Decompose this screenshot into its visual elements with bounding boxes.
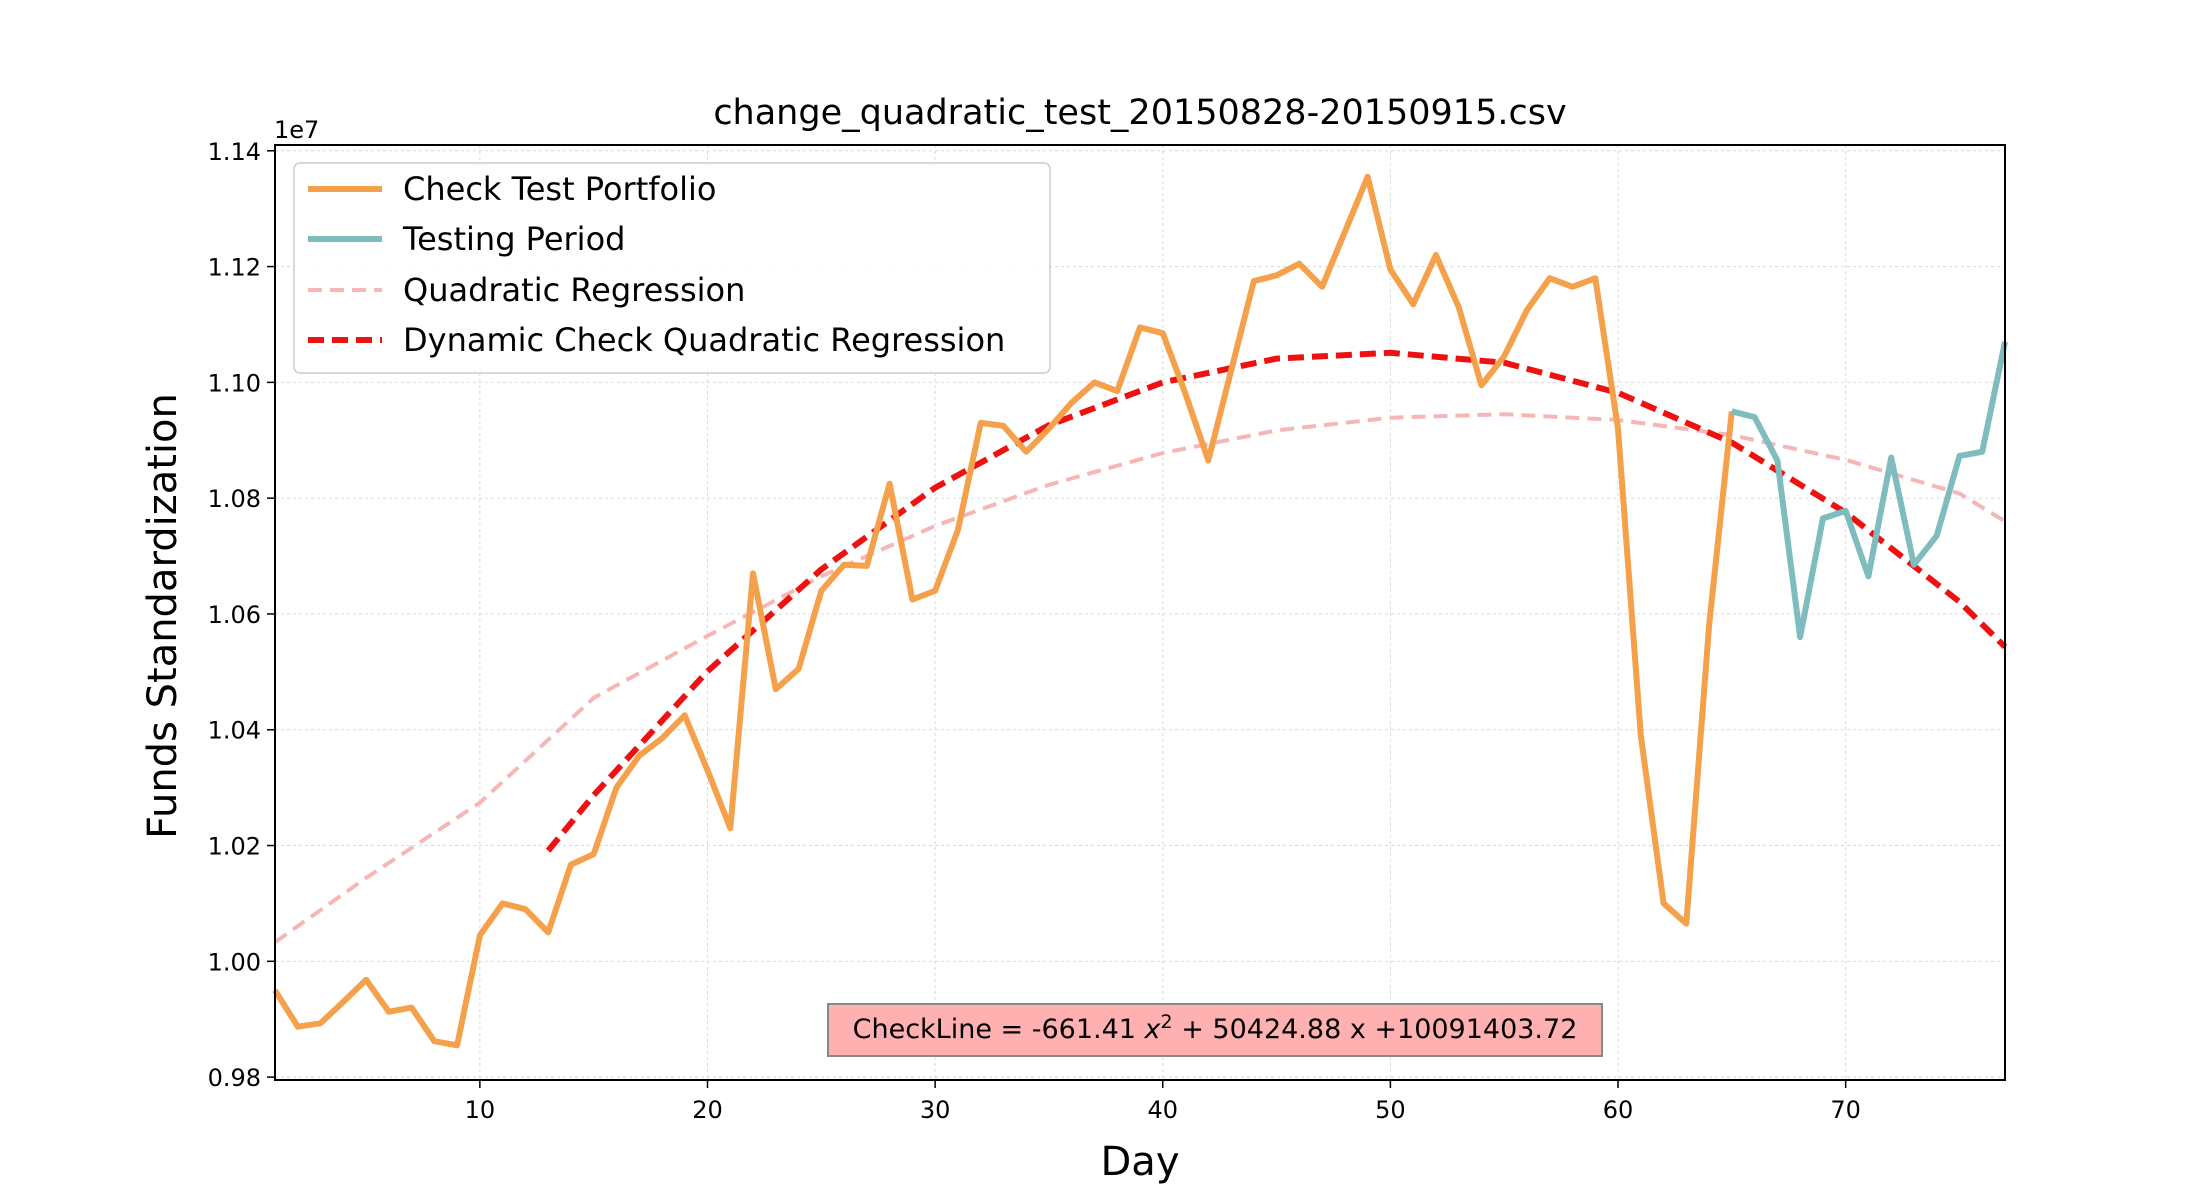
series-line-1	[1731, 341, 2008, 641]
annotation-box	[827, 1003, 1603, 1057]
grid	[275, 145, 2005, 1080]
chart-title: change_quadratic_test_20150828-20150915.…	[713, 93, 1566, 133]
y-tick-label: 1.12	[208, 254, 261, 282]
x-tick-label: 50	[1375, 1096, 1406, 1124]
legend-label-testing: Testing Period	[402, 220, 625, 258]
y-tick-label: 1.00	[208, 948, 261, 976]
y-tick-label: 1.14	[208, 138, 261, 166]
series-layer	[272, 173, 2008, 1049]
legend-label-dynamic: Dynamic Check Quadratic Regression	[403, 321, 1005, 359]
legend-label-quadratic: Quadratic Regression	[403, 271, 745, 309]
x-tick-label: 70	[1830, 1096, 1861, 1124]
annotation-text: CheckLine = -661.41 x2 + 50424.88 x +100…	[853, 1011, 1578, 1045]
regression-annotation: CheckLine = -661.41 x2 + 50424.88 x +100…	[827, 1003, 1603, 1057]
y-tick-label: 1.02	[208, 833, 261, 861]
x-tick-label: 60	[1603, 1096, 1634, 1124]
y-axis-label: Funds Standardization	[140, 393, 186, 839]
y-offset-label: 1e7	[274, 116, 319, 144]
legend-label-portfolio: Check Test Portfolio	[403, 170, 716, 208]
series-line-2	[273, 412, 2007, 944]
x-tick-label: 30	[920, 1096, 951, 1124]
x-tick-label: 20	[692, 1096, 723, 1124]
plot-frame	[274, 144, 2006, 1081]
y-tick-label: 1.06	[208, 601, 261, 629]
y-tick-label: 1.10	[208, 369, 261, 397]
y-tick-label: 0.98	[208, 1064, 261, 1092]
series-line-3	[545, 349, 2008, 853]
x-tick-label: 40	[1147, 1096, 1178, 1124]
y-tick-label: 1.08	[208, 485, 261, 513]
y-tick-label: 1.04	[208, 717, 261, 745]
x-axis-label: Day	[1101, 1139, 1180, 1185]
axis-ticks: 10 20 30 40 50 60 70 0.98 1.00 1.02 1.04 1.06 1.08 1.…	[208, 138, 1861, 1124]
x-tick-label: 10	[465, 1096, 496, 1124]
series-line-0	[272, 173, 1735, 1049]
legend-box	[293, 162, 1051, 374]
legend: Check Test Portfolio Testing Period Quad…	[293, 162, 1051, 374]
